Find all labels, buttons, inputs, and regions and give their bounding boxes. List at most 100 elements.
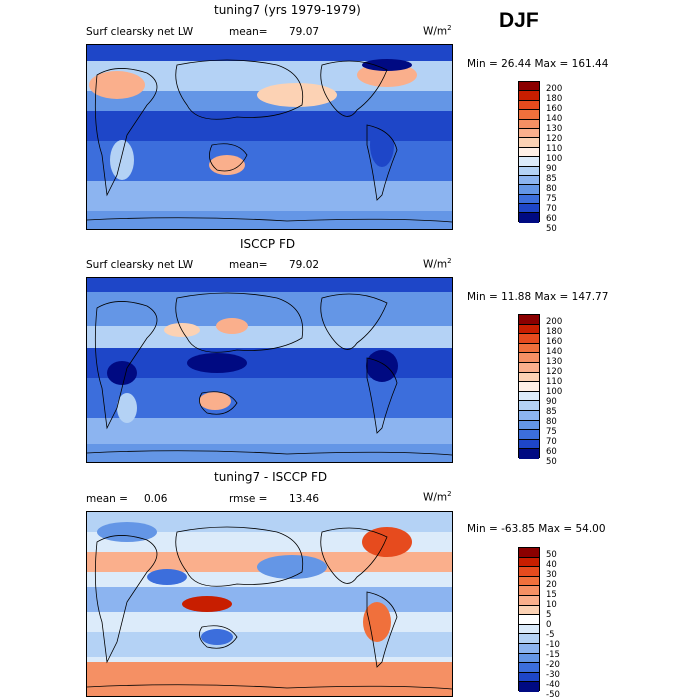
panel2-colorbar bbox=[518, 314, 540, 459]
colorbar-label: 130 bbox=[546, 124, 563, 134]
colorbar-label: -40 bbox=[546, 680, 560, 690]
colorbar-swatch bbox=[519, 615, 539, 625]
colorbar-swatch bbox=[519, 605, 539, 616]
colorbar-swatch bbox=[519, 420, 539, 431]
colorbar-swatch bbox=[519, 576, 539, 587]
colorbar-label: 20 bbox=[546, 580, 557, 590]
colorbar-label: 40 bbox=[546, 560, 557, 570]
colorbar-swatch bbox=[519, 672, 539, 683]
colorbar-label: 120 bbox=[546, 134, 563, 144]
panel3-map-plot bbox=[87, 512, 452, 696]
colorbar-swatch bbox=[519, 324, 539, 335]
colorbar-swatch bbox=[519, 315, 539, 325]
panel2-variable: Surf clearsky net LW bbox=[86, 259, 194, 271]
colorbar-label: 70 bbox=[546, 204, 557, 214]
colorbar-label: 90 bbox=[546, 164, 557, 174]
panel3-units: W/m2 bbox=[423, 490, 452, 504]
colorbar-swatch bbox=[519, 175, 539, 186]
colorbar-swatch bbox=[519, 430, 539, 440]
panel1-variable: Surf clearsky net LW bbox=[86, 26, 194, 38]
colorbar-label: 100 bbox=[546, 154, 563, 164]
colorbar-swatch bbox=[519, 82, 539, 92]
colorbar-label: 160 bbox=[546, 337, 563, 347]
colorbar-swatch bbox=[519, 548, 539, 558]
colorbar-swatch bbox=[519, 204, 539, 214]
colorbar-label: 70 bbox=[546, 437, 557, 447]
panel1-mean-value: 79.07 bbox=[289, 26, 320, 38]
panel1-map bbox=[86, 44, 453, 230]
colorbar-label: -20 bbox=[546, 660, 560, 670]
colorbar-swatch bbox=[519, 663, 539, 673]
panel3-colorbar bbox=[518, 547, 540, 692]
colorbar-label: -10 bbox=[546, 640, 560, 650]
panel2-title: ISCCP FD bbox=[240, 237, 296, 251]
colorbar-label: 85 bbox=[546, 174, 557, 184]
colorbar-swatch bbox=[519, 166, 539, 176]
colorbar-swatch bbox=[519, 586, 539, 596]
colorbar-swatch bbox=[519, 653, 539, 664]
panel2-mean-label: mean= bbox=[229, 259, 268, 271]
colorbar-label: 5 bbox=[546, 610, 552, 620]
colorbar-label: 75 bbox=[546, 427, 557, 437]
colorbar-label: 80 bbox=[546, 184, 557, 194]
colorbar-swatch bbox=[519, 382, 539, 392]
colorbar-label: -50 bbox=[546, 690, 560, 700]
colorbar-label: 75 bbox=[546, 194, 557, 204]
panel1-min-max: Min = 26.44 Max = 161.44 bbox=[467, 58, 609, 70]
panel1-mean-label: mean= bbox=[229, 26, 268, 38]
colorbar-label: 180 bbox=[546, 94, 563, 104]
colorbar-swatch bbox=[519, 595, 539, 606]
panel2-min-max: Min = 11.88 Max = 147.77 bbox=[467, 291, 609, 303]
colorbar-label: 140 bbox=[546, 114, 563, 124]
colorbar-swatch bbox=[519, 353, 539, 363]
colorbar-label: 90 bbox=[546, 397, 557, 407]
panel1-units: W/m2 bbox=[423, 24, 452, 38]
colorbar-swatch bbox=[519, 362, 539, 373]
colorbar-swatch bbox=[519, 449, 539, 459]
colorbar-label: 180 bbox=[546, 327, 563, 337]
colorbar-swatch bbox=[519, 391, 539, 402]
panel2-map-plot bbox=[87, 278, 452, 462]
colorbar-label: 50 bbox=[546, 550, 557, 560]
panel3-colorbar-labels: 50 40 30 20 15 10 5 0 -5 -10 -15 -20 -30… bbox=[546, 550, 560, 700]
colorbar-label: -30 bbox=[546, 670, 560, 680]
panel3-mean-label: mean = bbox=[86, 493, 128, 505]
colorbar-label: 15 bbox=[546, 590, 557, 600]
colorbar-swatch bbox=[519, 401, 539, 411]
colorbar-label: 50 bbox=[546, 224, 557, 234]
colorbar-swatch bbox=[519, 439, 539, 450]
panel2-map bbox=[86, 277, 453, 463]
colorbar-label: 10 bbox=[546, 600, 557, 610]
colorbar-swatch bbox=[519, 138, 539, 148]
panel3-rmse-value: 13.46 bbox=[289, 493, 320, 505]
colorbar-swatch bbox=[519, 213, 539, 223]
panel3-map bbox=[86, 511, 453, 697]
colorbar-label: 160 bbox=[546, 104, 563, 114]
colorbar-swatch bbox=[519, 157, 539, 167]
colorbar-swatch bbox=[519, 334, 539, 344]
colorbar-label: 30 bbox=[546, 570, 557, 580]
colorbar-swatch bbox=[519, 185, 539, 195]
panel2-mean-value: 79.02 bbox=[289, 259, 320, 271]
panel3-mean-value: 0.06 bbox=[144, 493, 168, 505]
colorbar-label: 130 bbox=[546, 357, 563, 367]
panel2-units: W/m2 bbox=[423, 257, 452, 271]
panel1-title: tuning7 (yrs 1979-1979) bbox=[214, 3, 361, 17]
colorbar-label: 85 bbox=[546, 407, 557, 417]
panel3-rmse-label: rmse = bbox=[229, 493, 268, 505]
colorbar-swatch bbox=[519, 624, 539, 635]
colorbar-swatch bbox=[519, 91, 539, 101]
colorbar-label: 110 bbox=[546, 144, 563, 154]
colorbar-swatch bbox=[519, 194, 539, 205]
colorbar-label: 60 bbox=[546, 214, 557, 224]
colorbar-swatch bbox=[519, 372, 539, 383]
season-label: DJF bbox=[499, 9, 539, 32]
colorbar-label: 200 bbox=[546, 317, 563, 327]
colorbar-label: -5 bbox=[546, 630, 555, 640]
colorbar-label: 60 bbox=[546, 447, 557, 457]
panel1-map-plot bbox=[87, 45, 452, 229]
colorbar-label: 200 bbox=[546, 84, 563, 94]
colorbar-swatch bbox=[519, 343, 539, 354]
colorbar-label: 100 bbox=[546, 387, 563, 397]
colorbar-swatch bbox=[519, 643, 539, 654]
